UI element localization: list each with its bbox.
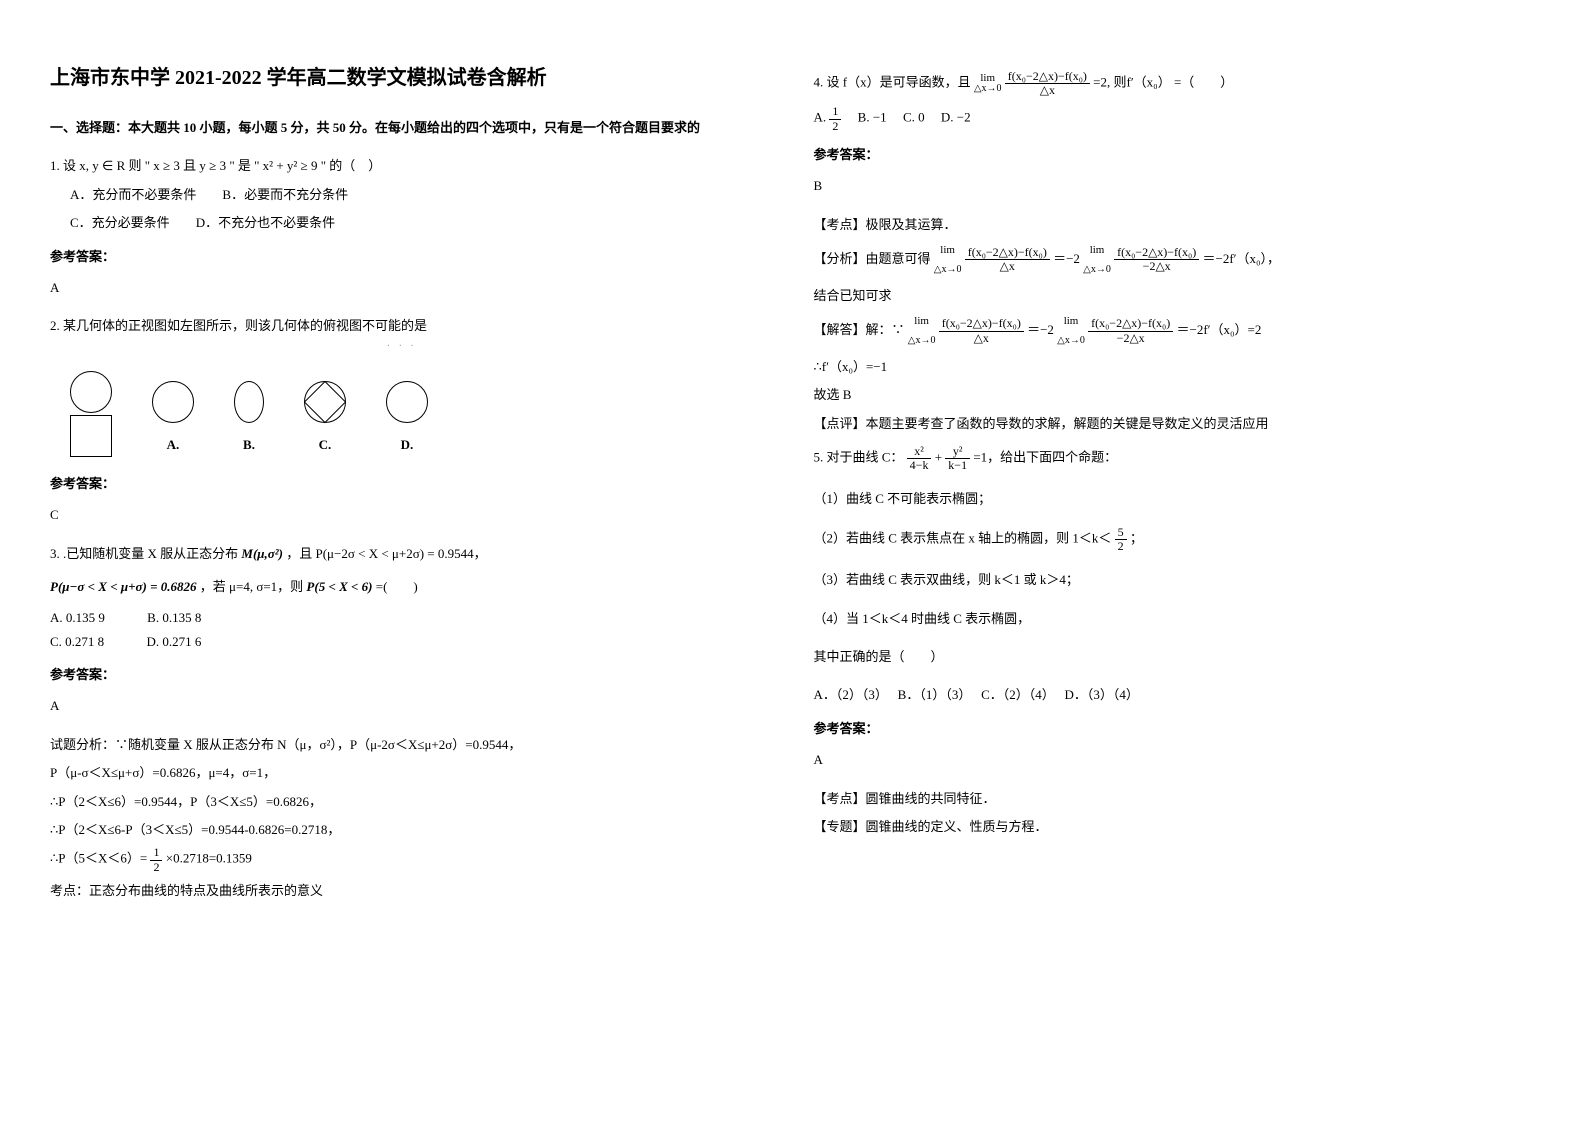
q3-dist: M(μ,σ²) — [241, 546, 283, 561]
q5-item3: （3）若曲线 C 表示双曲线，则 k＜1 或 k＞4； — [814, 568, 1528, 591]
q4-exp7: 【点评】本题主要考查了函数的导数的求解，解题的关键是导数定义的灵活应用 — [814, 412, 1528, 435]
q3-optA: A. 0.135 9 — [50, 610, 105, 625]
q3-exp3: ∴P（2＜X≤6）=0.9544，P（3＜X≤5）=0.6826， — [50, 790, 754, 813]
q3-line2-p4: =( ) — [376, 579, 418, 594]
q5-exp1: 【考点】圆锥曲线的共同特征． — [814, 787, 1528, 810]
q4-stem-p3: =（ ） — [1174, 75, 1233, 90]
q4-exp6: 故选 B — [814, 383, 1528, 406]
question-5: 5. 对于曲线 C： x²4−k + y²k−1 =1，给出下面四个命题： （1… — [814, 445, 1528, 707]
q2-dots: · · · — [50, 338, 754, 356]
q5-optB: B．（1）（3） — [898, 687, 965, 702]
q1-optC: C．充分必要条件 — [70, 215, 170, 230]
q3-ans-label: 参考答案： — [50, 663, 754, 686]
q5-optA: A．（2）（3） — [814, 687, 882, 702]
q2-option-A: A. — [152, 381, 194, 456]
q3-line2-p3: P(5 < X < 6) — [306, 579, 372, 594]
q2-stem: 2. 某几何体的正视图如左图所示，则该几何体的俯视图不可能的是 — [50, 314, 754, 337]
question-4: 4. 设 f（x）是可导函数，且 lim △x→0 f(x₀−2△x)−f(x₀… — [814, 70, 1528, 133]
q3-optC: C. 0.271 8 — [50, 634, 104, 649]
q5-item1: （1）曲线 C 不可能表示椭圆； — [814, 487, 1528, 510]
q3-line2-p1: P(μ−σ < X < μ+σ) = 0.6826 — [50, 579, 197, 594]
q2-option-C: C. — [304, 381, 346, 456]
q4-ans-label: 参考答案： — [814, 143, 1528, 166]
q4-stem-p1: 4. 设 f（x）是可导函数，且 — [814, 75, 971, 90]
page-title: 上海市东中学 2021-2022 学年高二数学文模拟试卷含解析 — [50, 60, 754, 96]
q1-optD: D．不充分也不必要条件 — [196, 215, 335, 230]
q5-stem-p2: =1，给出下面四个命题： — [973, 450, 1117, 465]
q3-exp2: P（μ-σ＜X≤μ+σ）=0.6826，μ=4，σ=1， — [50, 761, 754, 784]
q5-ans-label: 参考答案： — [814, 717, 1528, 740]
q5-item2: （2）若曲线 C 表示焦点在 x 轴上的椭圆，则 1＜k＜ 52 ； — [814, 526, 1528, 553]
q3-stem-p1: 3. .已知随机变量 X 服从正态分布 — [50, 546, 238, 561]
q3-exp4: ∴P（2＜X≤6-P（3＜X≤5）=0.9544-0.6826=0.2718， — [50, 818, 754, 841]
q4-exp3: 结合已知可求 — [814, 284, 1528, 307]
q2-ans: C — [50, 503, 754, 526]
q4-exp2: 【分析】由题意可得 lim △x→0 f(x₀−2△x)−f(x₀)△x ＝−2… — [814, 241, 1528, 279]
q3-ans: A — [50, 694, 754, 717]
q5-stem-p1: 5. 对于曲线 C： — [814, 450, 904, 465]
q4-optC: C. 0 — [903, 110, 925, 125]
q4-optD: D. −2 — [941, 110, 971, 125]
q5-exp2: 【专题】圆锥曲线的定义、性质与方程． — [814, 815, 1528, 838]
q4-ans: B — [814, 174, 1528, 197]
q4-optB: B. −1 — [858, 110, 887, 125]
q3-stem-p3: ，且 P(μ−2σ < X < μ+2σ) = 0.9544， — [286, 546, 486, 561]
q5-optC: C．（2）（4） — [981, 687, 1048, 702]
q3-line2-p2: ，若 μ=4, σ=1，则 — [200, 579, 303, 594]
q5-tail: 其中正确的是（ ） — [814, 645, 1528, 668]
q4-stem-p2: =2, 则f′（x₀） — [1093, 75, 1171, 90]
q1-optB: B．必要而不充分条件 — [222, 187, 348, 202]
q4-exp1: 【考点】极限及其运算． — [814, 213, 1528, 236]
q3-optD: D. 0.271 6 — [146, 634, 201, 649]
q5-optD: D．（3）（4） — [1065, 687, 1139, 702]
q1-stem: 1. 设 x, y ∈ R 则 " x ≥ 3 且 y ≥ 3 " 是 " x²… — [50, 154, 754, 177]
q2-option-B: B. — [234, 381, 264, 456]
question-2: 2. 某几何体的正视图如左图所示，则该几何体的俯视图不可能的是 · · · A.… — [50, 314, 754, 456]
q1-ans-label: 参考答案： — [50, 245, 754, 268]
q4-exp5: ∴f′（x₀）=−1 — [814, 355, 1528, 378]
question-3: 3. .已知随机变量 X 服从正态分布 M(μ,σ²) ，且 P(μ−2σ < … — [50, 542, 754, 654]
q3-optB: B. 0.135 8 — [147, 610, 201, 625]
q3-exp5: ∴P（5＜X＜6）= 12 ×0.2718=0.1359 — [50, 846, 754, 873]
q2-shapes: A. B. C. D. — [70, 371, 734, 457]
question-1: 1. 设 x, y ∈ R 则 " x ≥ 3 且 y ≥ 3 " 是 " x²… — [50, 154, 754, 234]
q1-optA: A．充分而不必要条件 — [70, 187, 196, 202]
q4-exp4: 【解答】解：∵ lim △x→0 f(x₀−2△x)−f(x₀)△x ＝−2 l… — [814, 312, 1528, 350]
q5-ans: A — [814, 748, 1528, 771]
q5-item4: （4）当 1＜k＜4 时曲线 C 表示椭圆， — [814, 607, 1528, 630]
q2-option-D: D. — [386, 381, 428, 456]
q2-left-view — [70, 371, 112, 457]
q1-ans: A — [50, 276, 754, 299]
q2-ans-label: 参考答案： — [50, 472, 754, 495]
q3-exp1: 试题分析：∵随机变量 X 服从正态分布 N（μ，σ²），P（μ-2σ＜X≤μ+2… — [50, 733, 754, 756]
section-intro: 一、选择题：本大题共 10 小题，每小题 5 分，共 50 分。在每小题给出的四… — [50, 116, 754, 139]
q3-exp6: 考点：正态分布曲线的特点及曲线所表示的意义 — [50, 879, 754, 902]
